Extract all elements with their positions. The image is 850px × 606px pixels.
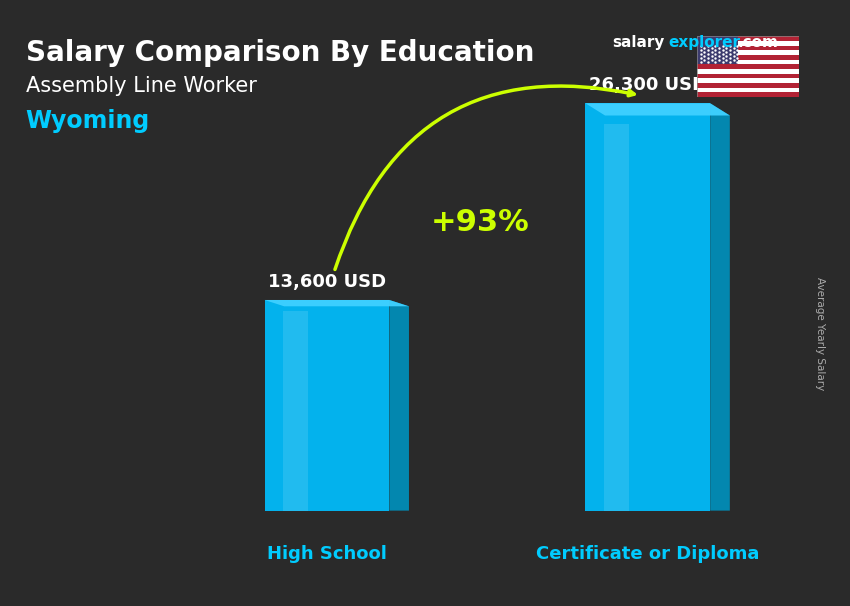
Text: Wyoming: Wyoming: [26, 109, 150, 133]
Bar: [697, 78, 799, 83]
Text: 26,300 USD: 26,300 USD: [589, 76, 707, 94]
Bar: [697, 64, 799, 69]
Bar: [697, 36, 799, 41]
Bar: [697, 41, 799, 45]
Bar: [697, 59, 799, 64]
Bar: [697, 36, 738, 64]
Polygon shape: [586, 103, 711, 511]
Text: Assembly Line Worker: Assembly Line Worker: [26, 76, 257, 96]
Text: Certificate or Diploma: Certificate or Diploma: [536, 545, 760, 563]
Text: Average Yearly Salary: Average Yearly Salary: [815, 277, 825, 390]
Bar: [697, 83, 799, 88]
Polygon shape: [264, 300, 409, 306]
Bar: [697, 45, 799, 50]
Text: 13,600 USD: 13,600 USD: [268, 273, 386, 291]
Text: explorer: explorer: [668, 35, 740, 50]
Bar: [697, 88, 799, 92]
Polygon shape: [264, 300, 389, 511]
Polygon shape: [586, 103, 730, 116]
Polygon shape: [604, 124, 629, 511]
Bar: [697, 92, 799, 97]
Text: .com: .com: [738, 35, 779, 50]
Polygon shape: [389, 300, 409, 511]
Text: salary: salary: [612, 35, 665, 50]
Text: +93%: +93%: [431, 208, 530, 237]
Bar: [697, 50, 799, 55]
Bar: [697, 55, 799, 59]
Text: High School: High School: [267, 545, 387, 563]
Bar: [697, 74, 799, 78]
Text: Salary Comparison By Education: Salary Comparison By Education: [26, 39, 534, 67]
Bar: [697, 69, 799, 74]
Polygon shape: [711, 103, 730, 511]
Polygon shape: [283, 310, 309, 511]
